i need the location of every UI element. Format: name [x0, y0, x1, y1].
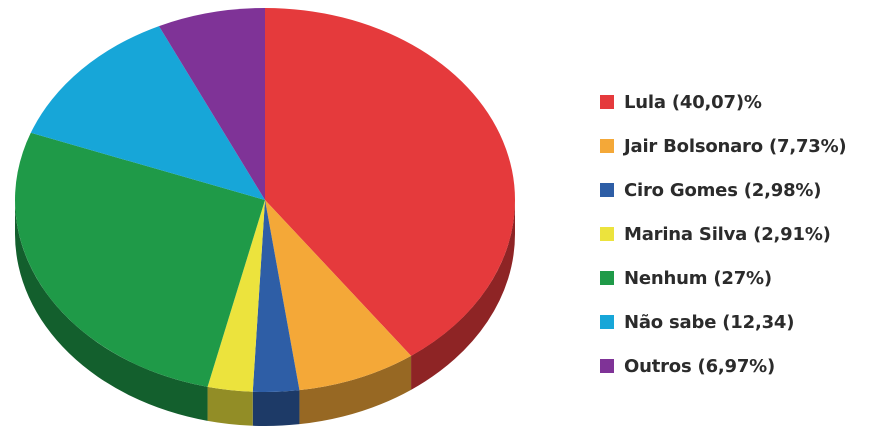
legend-label-marina-silva: Marina Silva (2,91%) — [624, 223, 831, 245]
legend-swatch-outros — [600, 359, 614, 373]
pie-slice-nenhum — [15, 132, 265, 387]
legend-item-ciro-gomes: Ciro Gomes (2,98%) — [600, 168, 846, 212]
pie-slice-marina-silva — [207, 200, 265, 392]
legend-swatch-nao-sabe — [600, 315, 614, 329]
pie-chart — [15, 8, 516, 427]
legend-swatch-ciro-gomes — [600, 183, 614, 197]
pie-slice-outros — [158, 8, 265, 200]
legend-item-marina-silva: Marina Silva (2,91%) — [600, 212, 846, 256]
legend-label-outros: Outros (6,97%) — [624, 355, 776, 377]
legend-item-outros: Outros (6,97%) — [600, 344, 846, 388]
pie-slice-nao-sabe — [30, 26, 266, 201]
legend-swatch-marina-silva — [600, 227, 614, 241]
pie-slice-jair-bolsonaro — [265, 200, 412, 391]
legend: Lula (40,07)% Jair Bolsonaro (7,73%) Cir… — [600, 80, 847, 388]
legend-swatch-nenhum — [600, 271, 614, 285]
legend-item-lula: Lula (40,07)% — [600, 80, 846, 124]
pie-side-marina-silva — [207, 386, 253, 426]
pie-slice-lula — [265, 8, 516, 356]
pie-slices — [15, 8, 516, 393]
pie-side-lula — [411, 200, 515, 390]
pie-side-jair-bolsonaro — [299, 355, 412, 425]
legend-swatch-lula — [600, 95, 614, 109]
pie-slice-ciro-gomes — [252, 200, 300, 393]
legend-label-jair-bolsonaro: Jair Bolsonaro (7,73%) — [624, 135, 847, 157]
legend-label-nenhum: Nenhum (27%) — [624, 267, 772, 289]
legend-swatch-jair-bolsonaro — [600, 139, 614, 153]
legend-label-nao-sabe: Não sabe (12,34) — [624, 311, 795, 333]
legend-item-jair-bolsonaro: Jair Bolsonaro (7,73%) — [600, 124, 847, 168]
pie-side-walls — [15, 200, 515, 427]
legend-item-nao-sabe: Não sabe (12,34) — [600, 300, 846, 344]
legend-label-ciro-gomes: Ciro Gomes (2,98%) — [624, 179, 822, 201]
pie-side-nenhum — [15, 200, 208, 421]
legend-label-lula: Lula (40,07)% — [624, 91, 762, 113]
legend-item-nenhum: Nenhum (27%) — [600, 256, 846, 300]
pie-side-ciro-gomes — [252, 390, 300, 427]
